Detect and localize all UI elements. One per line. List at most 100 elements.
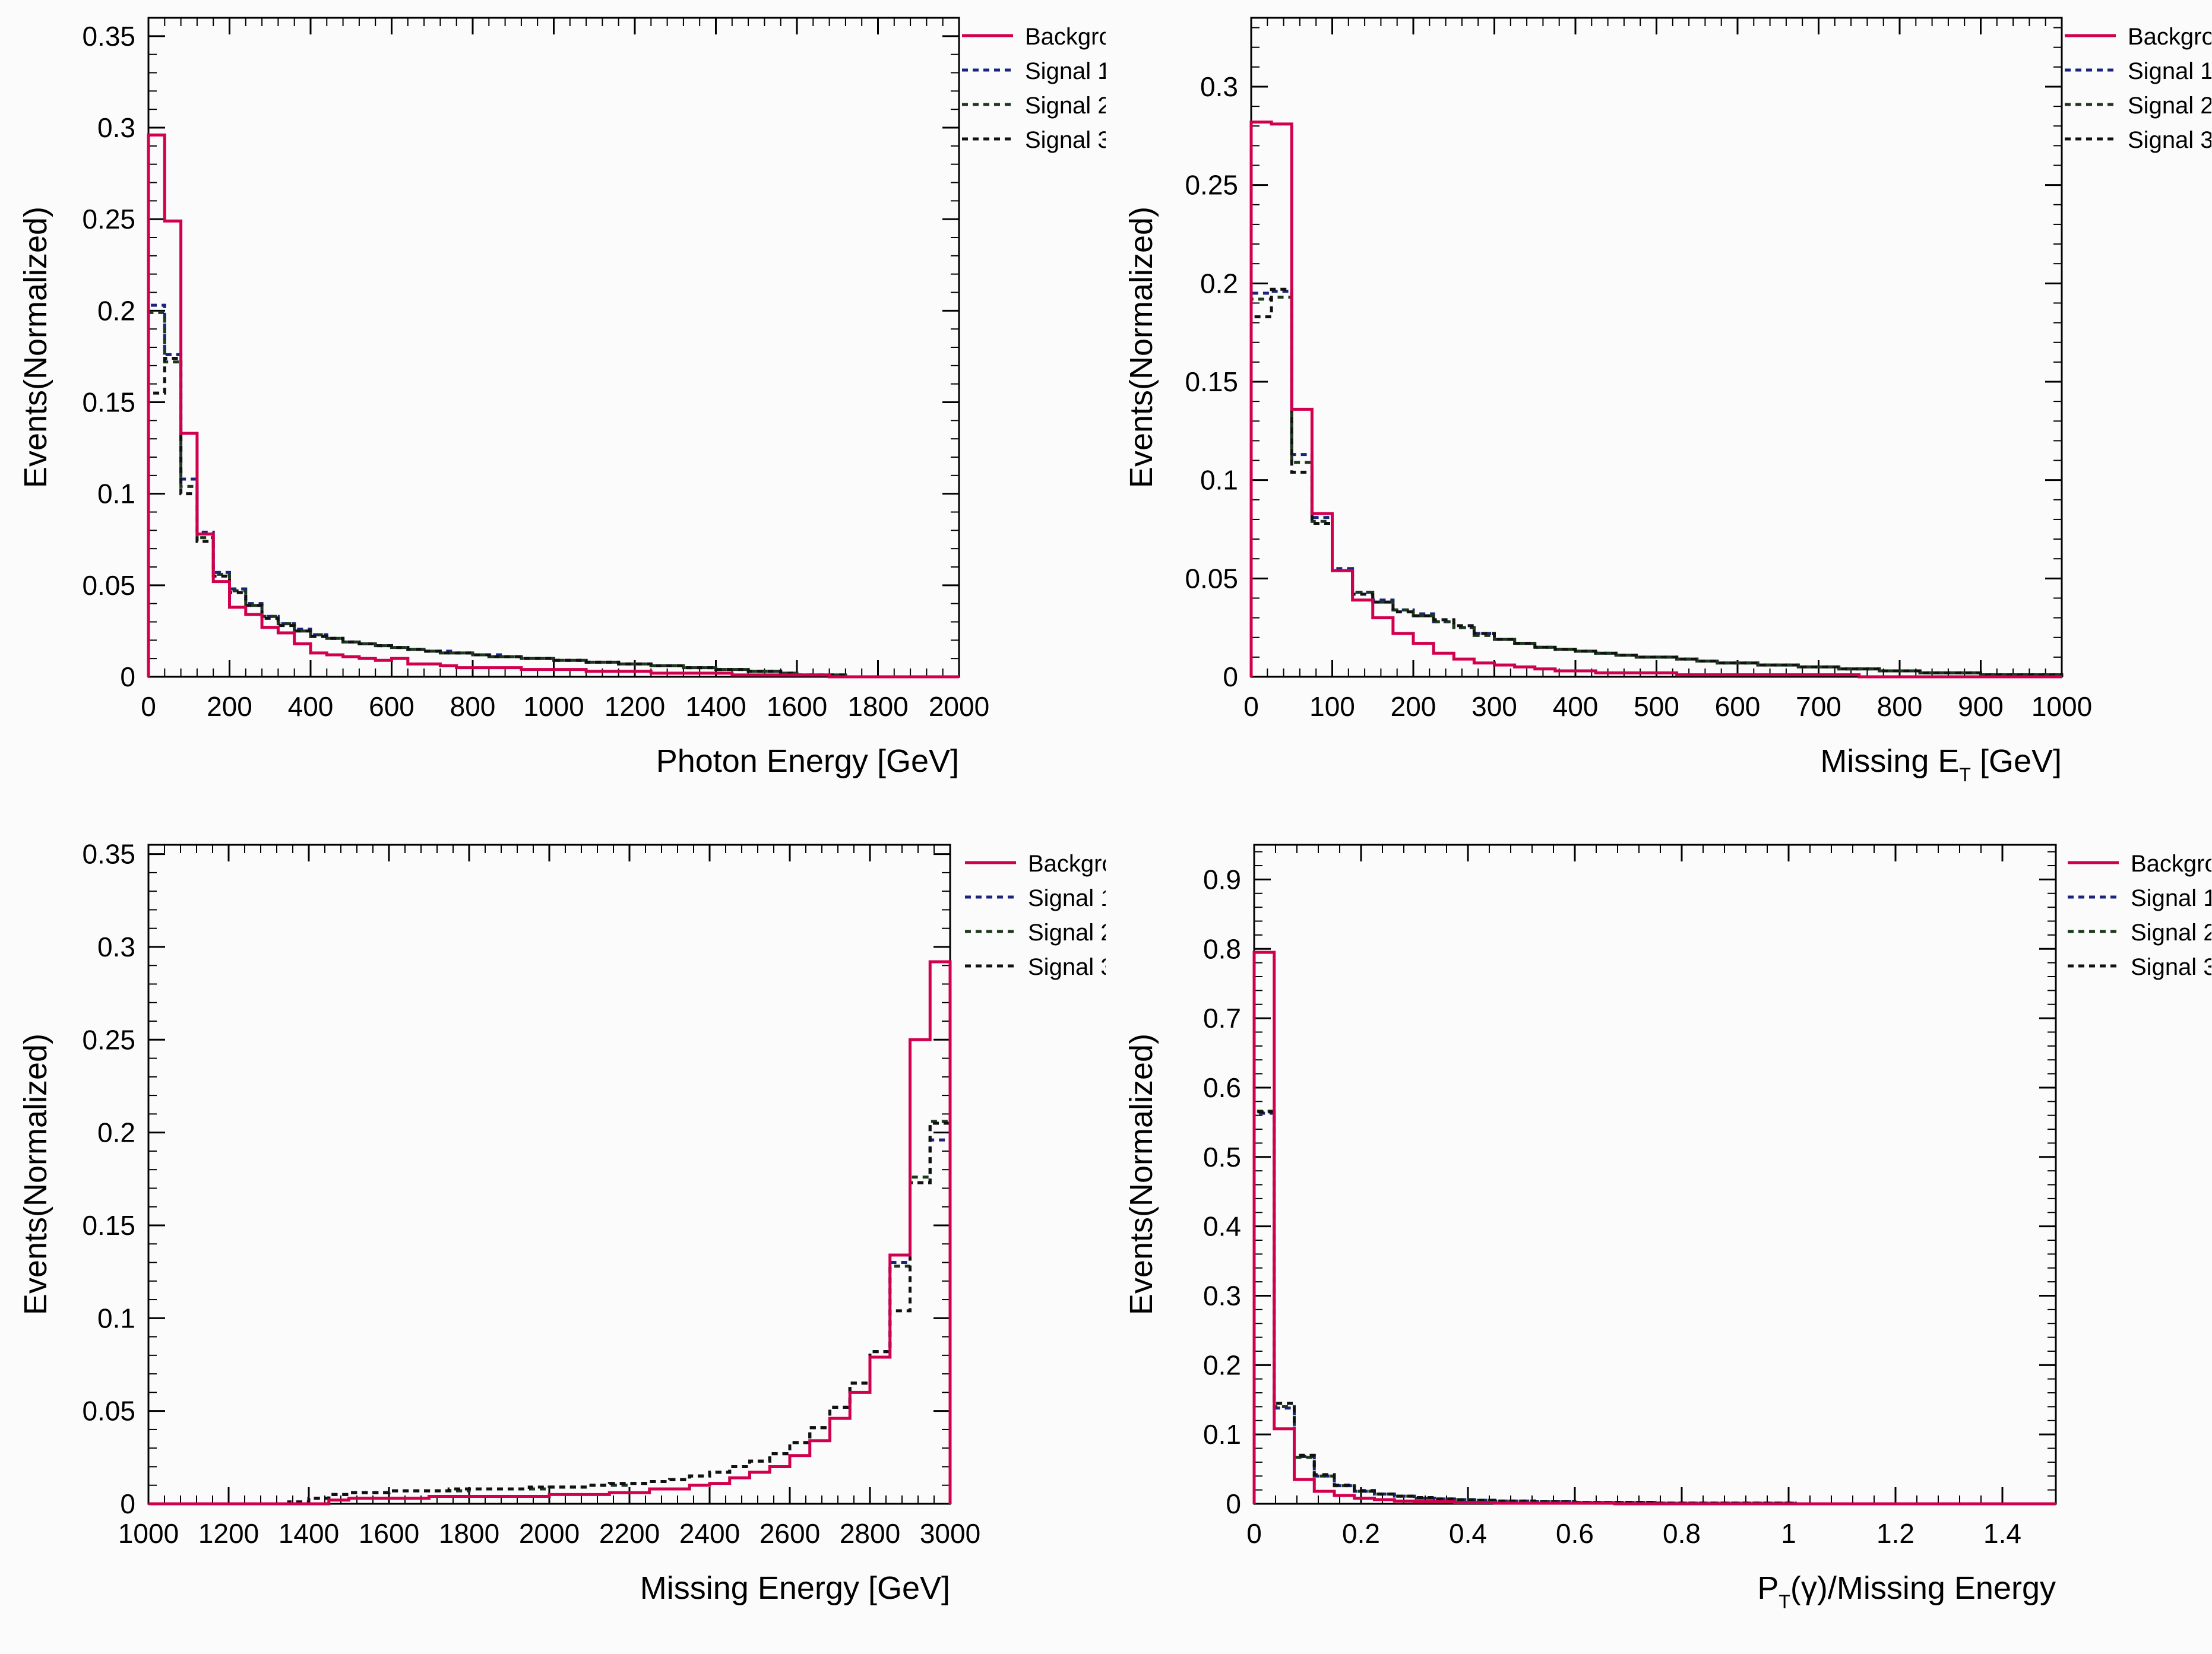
y-tick-label: 0 [120, 1488, 135, 1519]
y-tick-label: 0.2 [1200, 268, 1238, 299]
x-tick-label: 3000 [920, 1518, 980, 1549]
legend-label-background: Background [1028, 851, 1106, 877]
x-tick-label: 1600 [767, 691, 827, 722]
x-tick-label: 1000 [118, 1518, 179, 1549]
chart-missing-energy: 1000 1200 1400 1600 1800 2000 2200 2400 2600 2800… [0, 827, 1106, 1654]
x-tick-label: 1000 [2031, 691, 2092, 722]
y-tick-label: 0.15 [82, 1210, 135, 1241]
x-tick-label: 0.2 [1342, 1518, 1380, 1549]
series-line-background [148, 960, 952, 1506]
legend: Background Signal 1 Signal 2 Signal 3 [2065, 24, 2211, 153]
legend: Background Signal 1 Signal 2 Signal 3 [962, 24, 1106, 153]
x-tick-label: 1600 [359, 1518, 419, 1549]
chart-photon-energy: 0 200 400 600 800 1000 1200 1400 1600 1800 2000 0 0.… [0, 0, 1106, 827]
y-tick-label: 0.3 [1203, 1280, 1241, 1311]
y-tick-label: 0 [1223, 661, 1238, 692]
y-tick-label: 0 [1226, 1488, 1241, 1519]
x-tick-label: 0.4 [1449, 1518, 1487, 1549]
x-tick-label: 1800 [847, 691, 908, 722]
legend-label-signal-2: Signal 2 [2131, 920, 2211, 946]
legend-label-background: Background [2128, 24, 2211, 50]
x-tick-label: 800 [1877, 691, 1923, 722]
x-tick-label: 300 [1471, 691, 1517, 722]
x-tick-label: 200 [1391, 691, 1436, 722]
y-tick-label: 0.15 [82, 387, 135, 418]
svg-text:Missing ET [GeV]: Missing ET [GeV] [1820, 743, 2062, 785]
x-tick-label: 1.2 [1876, 1518, 1914, 1549]
x-tick-label: 1200 [198, 1518, 259, 1549]
y-tick-label: 0.3 [97, 931, 135, 962]
y-tick-label: 0.7 [1203, 1003, 1241, 1034]
legend-label-signal-3: Signal 3 [2128, 127, 2211, 153]
legend-label-signal-2: Signal 2 [1028, 920, 1106, 946]
y-tick-label: 0.35 [82, 839, 135, 870]
y-tick-label: 0.2 [97, 1117, 135, 1148]
series-line-background [1252, 950, 2056, 1506]
y-tick-label: 0.05 [82, 570, 135, 601]
legend-label-background: Background [1025, 24, 1106, 50]
x-axis-title: Missing Energy [GeV] [640, 1570, 950, 1606]
legend-label-signal-3: Signal 3 [1028, 954, 1106, 980]
y-tick-label: 0.15 [1185, 366, 1238, 397]
x-tick-label: 1400 [279, 1518, 339, 1549]
series-line-background [147, 133, 959, 679]
x-tick-label: 2000 [929, 691, 989, 722]
x-tick-label: 1400 [685, 691, 746, 722]
series-line-background [1249, 121, 2062, 679]
x-tick-label: 400 [1553, 691, 1599, 722]
legend-label-signal-1: Signal 1 [1028, 885, 1106, 911]
x-tick-label: 0.8 [1663, 1518, 1701, 1549]
y-tick-label: 0.05 [82, 1396, 135, 1427]
y-tick-label: 0.35 [82, 21, 135, 52]
legend-label-signal-3: Signal 3 [1025, 127, 1106, 153]
y-tick-label: 0.1 [97, 1303, 135, 1333]
y-tick-label: 0.25 [82, 204, 135, 235]
x-axis-title: Photon Energy [GeV] [656, 743, 959, 779]
y-tick-label: 0.1 [1203, 1419, 1241, 1450]
y-tick-label: 0.8 [1203, 933, 1241, 964]
y-tick-label: 0.2 [1203, 1349, 1241, 1380]
x-tick-label: 1 [1781, 1518, 1796, 1549]
y-axis-title: Events(Normalized) [18, 1034, 53, 1315]
legend-label-background: Background [2131, 851, 2211, 877]
x-tick-label: 100 [1309, 691, 1355, 722]
series-line-signal-3 [147, 357, 959, 679]
y-axis-title: Events(Normalized) [1124, 207, 1159, 488]
x-tick-label: 2200 [599, 1518, 660, 1549]
x-tick-label: 1000 [523, 691, 584, 722]
y-tick-label: 0.25 [82, 1024, 135, 1055]
y-axis-title: Events(Normalized) [18, 207, 53, 488]
y-tick-label: 0 [120, 661, 135, 692]
x-tick-label: 800 [450, 691, 496, 722]
svg-text:Missing Energy [GeV]: Missing Energy [GeV] [640, 1570, 950, 1606]
x-tick-label: 1.4 [1983, 1518, 2021, 1549]
x-tick-label: 900 [1958, 691, 2004, 722]
x-tick-label: 1200 [605, 691, 665, 722]
panel-missing-energy: 1000 1200 1400 1600 1800 2000 2200 2400 2600 2800… [0, 827, 1106, 1654]
legend-label-signal-1: Signal 1 [2131, 885, 2211, 911]
y-tick-label: 0.3 [1200, 71, 1238, 102]
y-tick-label: 0.4 [1203, 1211, 1241, 1242]
x-tick-label: 0.6 [1556, 1518, 1594, 1549]
series-line-signal-3 [1249, 287, 2064, 677]
x-tick-label: 2600 [760, 1518, 820, 1549]
y-tick-label: 0.5 [1203, 1142, 1241, 1173]
x-tick-label: 0 [1246, 1518, 1262, 1549]
y-tick-label: 0.9 [1203, 864, 1241, 895]
legend-label-signal-1: Signal 1 [2128, 58, 2211, 84]
x-tick-label: 400 [288, 691, 334, 722]
x-tick-label: 700 [1796, 691, 1841, 722]
panel-photon-energy: 0 200 400 600 800 1000 1200 1400 1600 1800 2000 0 0.… [0, 0, 1106, 827]
y-tick-label: 0.25 [1185, 170, 1238, 201]
x-tick-label: 2000 [519, 1518, 580, 1549]
x-tick-label: 0 [141, 691, 156, 722]
legend-label-signal-1: Signal 1 [1025, 58, 1106, 84]
svg-text:PT(γ)/Missing Energy: PT(γ)/Missing Energy [1757, 1570, 2056, 1612]
legend-label-signal-3: Signal 3 [2131, 954, 2211, 980]
y-tick-label: 0.05 [1185, 563, 1238, 594]
panel-missing-et: 0 100 200 300 400 500 600 700 800 900 1000 0 0.05 0.1… [1106, 0, 2212, 827]
svg-text:Photon Energy [GeV]: Photon Energy [GeV] [656, 743, 959, 779]
legend: Background Signal 1 Signal 2 Signal 3 [2068, 851, 2211, 980]
y-axis-title: Events(Normalized) [1124, 1034, 1159, 1315]
